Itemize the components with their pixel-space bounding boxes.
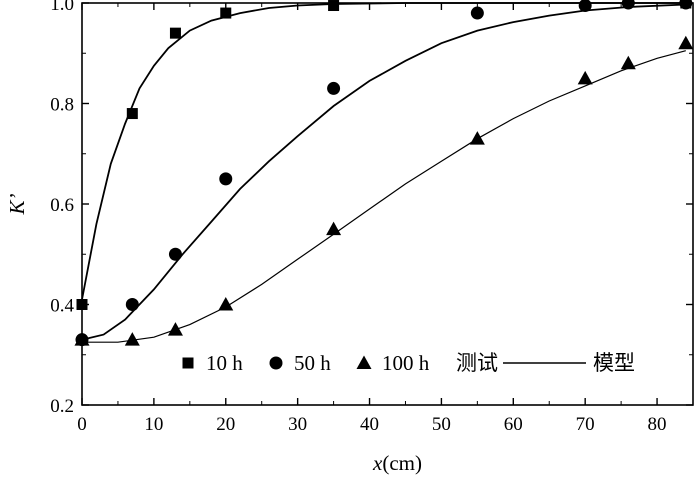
x-tick-label: 0 [77, 414, 87, 435]
data-point-triangle [577, 70, 593, 85]
axes: 0 10 20 30 40 50 60 70 80 0.2 0.4 0.6 0.8 1.0 x(cm) K’ [5, 0, 694, 475]
data-point-circle [470, 6, 484, 20]
data-point-circle [327, 81, 341, 95]
data-point-triangle [218, 297, 234, 311]
x-tick-label: 70 [576, 414, 595, 435]
data-point-square [220, 7, 232, 19]
data-point-square [169, 27, 181, 39]
x-axis-unit: (cm) [382, 451, 422, 475]
y-tick-label: 1.0 [50, 0, 74, 15]
legend-marker-triangle [356, 355, 372, 369]
x-tick-label: 10 [144, 414, 163, 435]
model-curve-triangle [82, 50, 686, 343]
plot-frame [81, 2, 694, 406]
x-tick-label: 50 [432, 414, 451, 435]
legend: 10 h 50 h 100 h 测试 模型 [182, 351, 635, 375]
plot-area [74, 0, 694, 347]
x-axis-variable: x [372, 451, 383, 475]
legend-measured-label: 测试 [456, 351, 498, 375]
x-tick-label: 40 [360, 414, 379, 435]
data-point-triangle [124, 332, 140, 346]
data-point-triangle [326, 221, 342, 236]
x-tick-label: 80 [648, 414, 667, 435]
data-point-triangle [167, 322, 183, 336]
x-tick-label: 20 [216, 414, 235, 435]
data-point-triangle [620, 55, 636, 70]
legend-label: 10 h [206, 351, 243, 375]
legend-marker-circle [269, 356, 283, 370]
data-point-circle [125, 298, 139, 311]
y-tick-label: 0.6 [50, 195, 74, 216]
y-tick-label: 0.8 [50, 95, 74, 116]
x-tick-label: 30 [288, 414, 307, 435]
data-point-square [126, 108, 138, 120]
legend-marker-square [182, 357, 194, 369]
x-tick-label: 60 [504, 414, 523, 435]
y-axis-title: K’ [5, 193, 29, 215]
model-curve-circle [81, 3, 686, 341]
legend-label: 100 h [382, 351, 430, 375]
legend-label: 50 h [294, 351, 331, 375]
x-axis-title: x(cm) [372, 451, 422, 475]
data-point-triangle [678, 35, 694, 50]
y-tick-label: 0.2 [50, 396, 74, 417]
data-point-triangle [469, 131, 485, 145]
data-point-circle [219, 172, 233, 186]
y-tick-label: 0.4 [50, 296, 74, 317]
legend-model-label: 模型 [593, 351, 635, 375]
data-point-circle [168, 247, 182, 261]
